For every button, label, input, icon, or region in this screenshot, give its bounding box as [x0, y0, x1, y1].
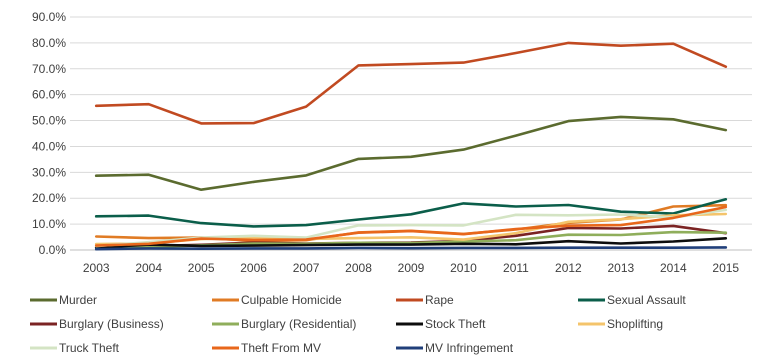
- series-lines: [94, 41, 728, 251]
- legend-item: Burglary (Residential): [212, 317, 356, 331]
- legend-item: Murder: [30, 293, 97, 307]
- series-line-mv-infringement: [94, 246, 728, 251]
- legend-label: Truck Theft: [59, 341, 120, 355]
- legend-item: Truck Theft: [30, 341, 120, 355]
- y-axis-tick-labels: 0.0% 10.0% 20.0% 30.0% 40.0% 50.0% 60.0% 70.0% 8…: [32, 10, 66, 257]
- legend-item: Sexual Assault: [578, 293, 686, 307]
- y-tick-label: 80.0%: [32, 36, 66, 50]
- legend-item: Rape: [396, 293, 454, 307]
- y-tick-label: 20.0%: [32, 191, 66, 205]
- x-tick-label: 2009: [398, 261, 425, 275]
- legend-label: Culpable Homicide: [241, 293, 342, 307]
- series-line-stock-theft: [94, 237, 728, 249]
- legend-item: Culpable Homicide: [212, 293, 342, 307]
- legend-label: Burglary (Business): [59, 317, 164, 331]
- legend-label: Murder: [59, 293, 97, 307]
- y-tick-label: 0.0%: [39, 243, 67, 257]
- x-tick-label: 2015: [712, 261, 739, 275]
- series-line-theft-from-mv: [94, 205, 728, 247]
- series-line-sexual-assault: [94, 198, 728, 228]
- legend: Murder Culpable Homicide Rape Sexual Assaul…: [30, 293, 686, 355]
- legend-item: Stock Theft: [396, 317, 486, 331]
- y-tick-label: 60.0%: [32, 88, 66, 102]
- legend-item: Theft From MV: [212, 341, 321, 355]
- y-tick-label: 50.0%: [32, 114, 66, 128]
- legend-label: Burglary (Residential): [241, 317, 356, 331]
- x-axis-tick-labels: 2003 2004 2005 2006 2007 2008 2009 2010 2011 2012…: [83, 261, 740, 275]
- y-tick-label: 70.0%: [32, 62, 66, 76]
- x-tick-label: 2014: [660, 261, 687, 275]
- legend-label: Theft From MV: [241, 341, 321, 355]
- legend-item: Shoplifting: [578, 317, 663, 331]
- legend-item: MV Infringement: [396, 341, 514, 355]
- x-tick-label: 2003: [83, 261, 110, 275]
- x-tick-label: 2006: [240, 261, 267, 275]
- series-line-murder: [94, 115, 728, 191]
- x-tick-label: 2010: [450, 261, 477, 275]
- legend-label: Shoplifting: [607, 317, 663, 331]
- x-tick-label: 2008: [345, 261, 372, 275]
- x-tick-label: 2005: [188, 261, 215, 275]
- y-tick-label: 10.0%: [32, 217, 66, 231]
- y-tick-label: 40.0%: [32, 139, 66, 153]
- x-tick-label: 2011: [503, 261, 529, 275]
- series-line-rape: [94, 41, 728, 125]
- legend-label: Stock Theft: [425, 317, 486, 331]
- legend-label: MV Infringement: [425, 341, 514, 355]
- y-tick-label: 90.0%: [32, 10, 66, 24]
- x-tick-label: 2012: [555, 261, 582, 275]
- x-tick-label: 2004: [135, 261, 162, 275]
- x-tick-label: 2013: [607, 261, 634, 275]
- legend-label: Sexual Assault: [607, 293, 686, 307]
- y-tick-label: 30.0%: [32, 165, 66, 179]
- legend-item: Burglary (Business): [30, 317, 164, 331]
- legend-label: Rape: [425, 293, 454, 307]
- x-tick-label: 2007: [293, 261, 320, 275]
- gridlines: [70, 16, 752, 251]
